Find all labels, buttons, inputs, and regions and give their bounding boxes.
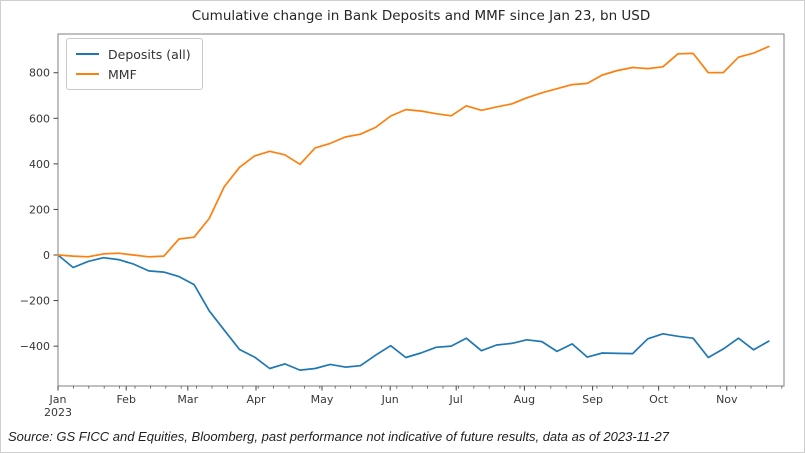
legend-label-deposits: Deposits (all) — [108, 46, 191, 62]
plot-box — [57, 33, 785, 387]
x-tick-label: Oct — [649, 393, 669, 406]
x-tick-label: May — [311, 393, 334, 406]
legend: Deposits (all) MMF — [66, 38, 203, 90]
mmf-line-swatch — [76, 73, 99, 75]
y-tick-label: 0 — [43, 249, 50, 262]
y-tick-label: 400 — [29, 158, 50, 171]
x-tick-year-label: 2023 — [44, 406, 72, 419]
y-tick-label: 600 — [29, 112, 50, 125]
y-tick-label: −400 — [20, 340, 50, 353]
x-tick-label: Feb — [116, 393, 135, 406]
y-tick-label: −200 — [20, 295, 50, 308]
x-tick-label: Jul — [449, 393, 463, 406]
legend-item-mmf: MMF — [76, 64, 191, 84]
chart-title: Cumulative change in Bank Deposits and M… — [191, 8, 651, 24]
mmf-line — [57, 45, 770, 258]
legend-label-mmf: MMF — [108, 66, 137, 82]
legend-item-deposits: Deposits (all) — [76, 44, 191, 64]
x-tick-label: Jun — [381, 393, 399, 406]
x-tick-label: Apr — [246, 393, 266, 406]
x-tick-label: Jan — [49, 393, 67, 406]
deposits-line-swatch — [76, 53, 99, 55]
x-tick-label: Aug — [514, 393, 535, 406]
x-tick-label: Nov — [716, 393, 738, 406]
deposits-line — [57, 254, 770, 371]
x-tick-label: Mar — [177, 393, 198, 406]
source-note: Source: GS FICC and Equities, Bloomberg,… — [8, 429, 669, 444]
y-tick-label: 200 — [29, 203, 50, 216]
y-tick-label: 800 — [29, 67, 50, 80]
x-tick-label: Sep — [582, 393, 603, 406]
